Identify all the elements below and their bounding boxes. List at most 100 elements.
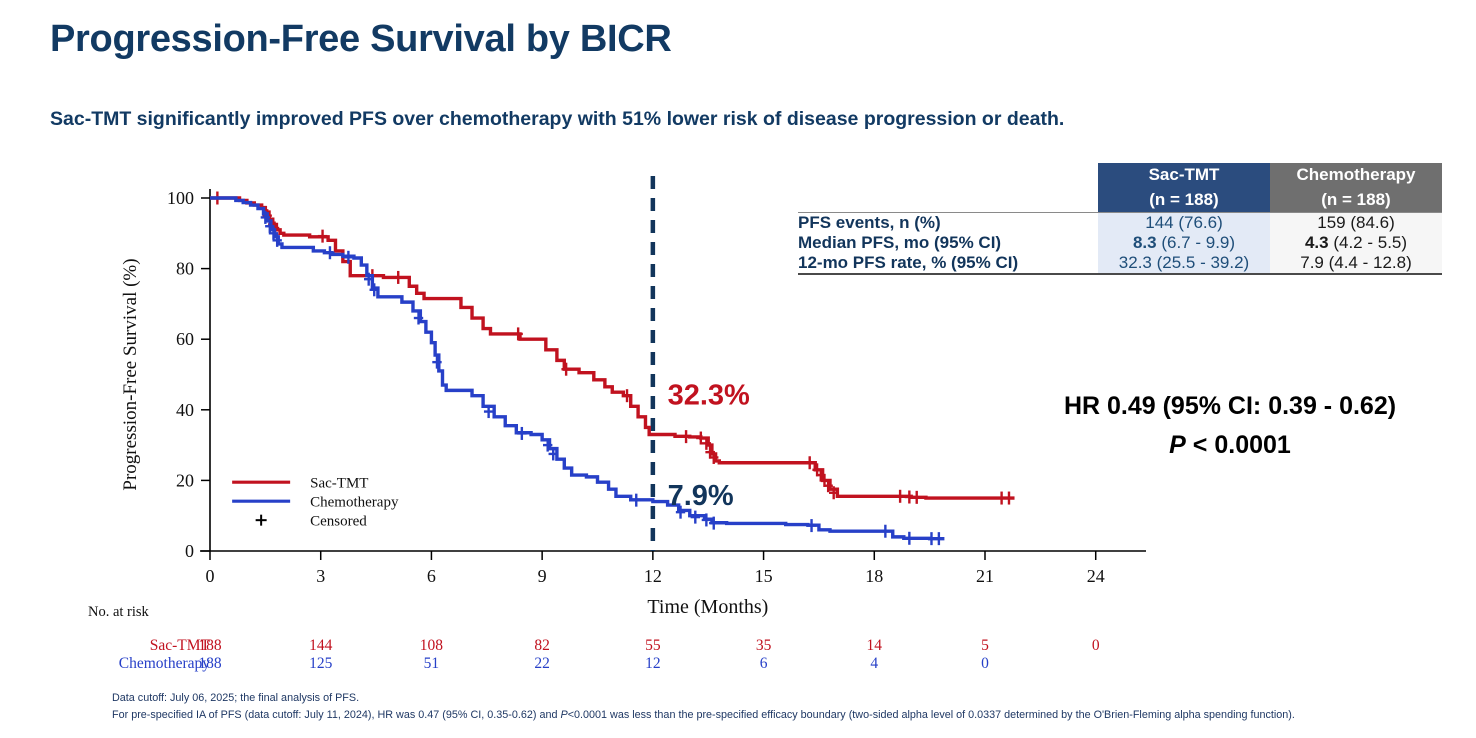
- number-at-risk-value: 125: [309, 655, 333, 672]
- number-at-risk-value: 0: [1091, 637, 1100, 654]
- y-tick-label: 100: [167, 188, 194, 208]
- number-at-risk-value: 6: [759, 655, 768, 672]
- page-title: Progression-Free Survival by BICR: [50, 18, 672, 60]
- number-at-risk-value: 12: [645, 655, 661, 672]
- number-at-risk-value: 5: [981, 637, 989, 654]
- number-at-risk-row: Chemotherapy 188 125 51 22 12 6 4 0: [0, 655, 1476, 673]
- x-tick-label: 12: [644, 566, 662, 586]
- censored-mark: [696, 431, 706, 445]
- p-value-symbol: P: [1169, 431, 1186, 459]
- km-chart: 0 20 40 60 80 100 0 3 6 9 12 15 18 21 24 Time (Months) P…: [0, 150, 1180, 680]
- number-at-risk-label: Chemotherapy: [118, 655, 210, 672]
- legend-swatch-censored: [255, 514, 267, 526]
- km-curve-sac-tmt: [210, 196, 1015, 500]
- table-row-label: PFS events, n (%): [798, 212, 1098, 234]
- y-tick-label: 60: [176, 329, 194, 349]
- number-at-risk-value: 4: [870, 655, 879, 672]
- footnote-line: Data cutoff: July 06, 2025; the final an…: [112, 692, 360, 704]
- table-body: PFS events, n (%) 144 (76.6) 159 (84.6) Med…: [798, 212, 1442, 276]
- table-header-sac-tmt: Sac-TMT (n = 188): [1098, 163, 1270, 213]
- table-row-label: 12-mo PFS rate, % (95% CI): [798, 253, 1098, 276]
- censored-mark: [265, 219, 275, 233]
- number-at-risk-value: 22: [534, 655, 550, 672]
- censored-mark: [701, 513, 712, 527]
- number-at-risk-value: 108: [419, 637, 444, 654]
- km-plot-svg: 0 20 40 60 80 100 0 3 6 9 12 15 18 21 24 Time (Months) P…: [120, 176, 1146, 618]
- censored-mark: [709, 516, 719, 530]
- censored-mark: [690, 510, 700, 524]
- censored-mark: [369, 283, 379, 297]
- censored-mark: [701, 436, 712, 450]
- censored-mark: [268, 226, 279, 240]
- table-cell-chemotherapy: 4.3 (4.2 - 5.5): [1270, 233, 1442, 254]
- table-header-blank: [798, 163, 1098, 214]
- censored-mark: [1004, 491, 1014, 505]
- x-tick-label: 0: [206, 566, 215, 586]
- summary-statistics-table: Sac-TMT (n = 188) Chemotherapy (n = 188)…: [798, 163, 1442, 276]
- censored-mark: [829, 486, 839, 500]
- table-header-sac-name: Sac-TMT: [1148, 165, 1220, 184]
- number-at-risk-value: 55: [645, 637, 661, 654]
- censored-mark: [805, 456, 815, 470]
- table-header-chemo-n: (n = 188): [1321, 189, 1391, 209]
- number-at-risk-row: Sac-TMT 188 144 108 82 55 35 14 5 0: [0, 637, 1476, 655]
- censored-mark: [548, 447, 558, 461]
- table-header-sac-n: (n = 188): [1149, 189, 1219, 209]
- censored-mark: [317, 229, 328, 243]
- table-cell-chemotherapy: 7.9 (4.4 - 12.8): [1270, 253, 1442, 276]
- number-at-risk-value: 14: [866, 637, 883, 654]
- number-at-risk-label: Sac-TMT: [149, 637, 210, 654]
- censored-mark: [432, 355, 442, 369]
- censored-mark: [880, 524, 891, 538]
- table-header-row: Sac-TMT (n = 188) Chemotherapy (n = 188): [798, 163, 1442, 214]
- censored-mark: [483, 405, 494, 419]
- table-row: PFS events, n (%) 144 (76.6) 159 (84.6): [798, 212, 1442, 234]
- number-at-risk-value: 51: [423, 655, 440, 672]
- table-row: Median PFS, mo (95% CI) 8.3 (6.7 - 9.9) 4.…: [798, 233, 1442, 254]
- x-tick-label: 15: [755, 566, 773, 586]
- x-tick-label: 9: [538, 566, 547, 586]
- number-at-risk-value: 188: [198, 655, 222, 672]
- table-row: 12-mo PFS rate, % (95% CI) 32.3 (25.5 - 3…: [798, 253, 1442, 276]
- legend-label-sac-tmt: Sac-TMT: [310, 476, 368, 492]
- censored-mark: [561, 362, 571, 376]
- number-at-risk-title: No. at risk: [88, 604, 149, 620]
- number-at-risk-value: 188: [198, 637, 222, 654]
- censored-mark: [325, 246, 335, 260]
- annotation-79-percent: 7.9%: [668, 480, 734, 512]
- annotation-323-percent: 32.3%: [668, 380, 750, 412]
- censored-mark: [542, 438, 553, 452]
- x-tick-label: 6: [427, 566, 436, 586]
- censored-mark: [622, 389, 632, 403]
- page-subtitle: Sac-TMT significantly improved PFS over …: [50, 108, 1065, 130]
- censored-mark: [912, 490, 922, 504]
- censored-mark: [272, 233, 282, 247]
- censored-mark: [364, 272, 374, 286]
- censored-mark: [393, 270, 403, 284]
- p-value-rest: < 0.0001: [1185, 431, 1291, 459]
- y-tick-label: 80: [176, 259, 194, 279]
- legend-label-chemotherapy: Chemotherapy: [310, 495, 399, 511]
- p-value-text: P < 0.0001: [1010, 431, 1450, 460]
- x-tick-label: 18: [865, 566, 883, 586]
- table-row-label: Median PFS, mo (95% CI): [798, 233, 1002, 253]
- number-at-risk-value: 0: [981, 655, 989, 672]
- x-tick-label: 21: [976, 566, 994, 586]
- table-header-chemo-name: Chemotherapy: [1296, 165, 1416, 184]
- legend-label-censored: Censored: [310, 514, 367, 530]
- number-at-risk-value: 144: [309, 637, 333, 654]
- table-cell-sac-tmt: 144 (76.6): [1098, 212, 1270, 234]
- number-at-risk-value: 35: [755, 637, 772, 654]
- censored-mark: [681, 430, 691, 444]
- censored-mark: [675, 505, 686, 519]
- table-cell-sac-tmt: 32.3 (25.5 - 39.2): [1098, 253, 1270, 276]
- footnotes: Data cutoff: July 06, 2025; the final an…: [112, 690, 1295, 723]
- footnote-line: For pre-specified IA of PFS (data cutoff…: [112, 708, 1295, 721]
- x-tick-label: 24: [1087, 566, 1105, 586]
- censored-mark: [895, 489, 905, 503]
- y-tick-label: 0: [185, 541, 194, 561]
- censored-mark: [631, 493, 641, 507]
- censored-mark: [709, 450, 719, 464]
- number-at-risk-value: 82: [534, 637, 550, 654]
- y-axis-label: Progression-Free Survival (%): [120, 258, 141, 490]
